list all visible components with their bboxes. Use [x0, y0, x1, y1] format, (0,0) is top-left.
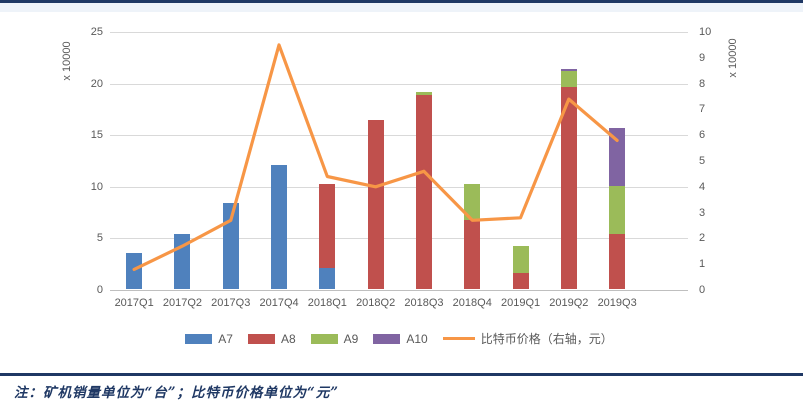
- left-axis-tick-label: 5: [96, 232, 103, 245]
- bar-segment-A9: [560, 71, 577, 87]
- x-axis-label: 2018Q4: [452, 297, 492, 309]
- left-axis-tick-label: 25: [90, 26, 103, 38]
- x-axis-label: 2017Q1: [114, 297, 154, 309]
- right-axis-tick-label: 1: [699, 258, 706, 271]
- bar-2019Q2: [560, 69, 577, 289]
- bar-segment-A10: [609, 128, 626, 186]
- left-axis-unit-label: x 10000: [61, 41, 73, 81]
- right-axis-tick-label: 5: [699, 155, 706, 167]
- legend-label: A7: [218, 331, 233, 346]
- top-border-tint: [0, 3, 803, 12]
- legend-swatch: [310, 333, 338, 344]
- btc-price-line: [132, 43, 619, 271]
- right-axis-tick-label: 7: [699, 103, 706, 116]
- bar-segment-A9: [415, 91, 432, 95]
- x-axis-label: 2019Q3: [597, 297, 637, 309]
- right-axis-tick-label: 3: [699, 206, 706, 219]
- legend-item-A8: A8: [247, 331, 296, 346]
- gridline: [110, 186, 688, 188]
- legend-label: A10: [406, 331, 428, 346]
- left-axis-tick-label: 20: [90, 77, 103, 90]
- x-axis-label: 2018Q2: [356, 297, 396, 309]
- x-axis-label: 2017Q4: [259, 297, 299, 309]
- bar-segment-A9: [609, 185, 626, 235]
- x-axis-label: 2018Q1: [307, 297, 347, 309]
- legend-label: 比特币价格（右轴，元）: [480, 332, 613, 346]
- bar-segment-A7: [319, 268, 336, 289]
- bar-2018Q2: [367, 119, 384, 289]
- bar-segment-A8: [512, 272, 529, 289]
- legend-swatch: [247, 333, 275, 344]
- bar-2018Q3: [415, 91, 432, 289]
- bar-segment-A8: [367, 119, 384, 289]
- bar-2018Q4: [464, 183, 481, 289]
- left-axis-tick-label: 0: [96, 284, 103, 296]
- legend-item-btc-price: 比特币价格（右轴，元）: [442, 330, 613, 347]
- legend-swatch: [442, 337, 475, 340]
- top-border-rule: [0, 0, 803, 3]
- legend-label: A8: [280, 331, 296, 346]
- x-axis-label: 2019Q1: [500, 297, 541, 309]
- gridline: [110, 83, 688, 85]
- bar-segment-A9: [512, 245, 529, 273]
- bar-segment-A8: [464, 219, 481, 289]
- left-axis-tick-label: 15: [90, 129, 103, 142]
- bar-segment-A7: [271, 165, 288, 289]
- bar-2017Q3: [222, 203, 239, 289]
- bar-segment-A10: [560, 69, 577, 72]
- right-axis-tick-label: 10: [699, 26, 712, 38]
- bar-2017Q4: [271, 165, 288, 289]
- x-axis-label: 2017Q2: [162, 297, 203, 309]
- legend-item-A7: A7: [185, 332, 233, 346]
- footnote-divider-rule: [0, 373, 803, 376]
- bar-segment-A8: [609, 234, 626, 289]
- x-axis-line: [110, 290, 688, 291]
- gridline: [110, 135, 688, 137]
- legend-item-A9: A9: [310, 331, 359, 346]
- bar-2019Q3: [609, 128, 626, 289]
- x-axis-label: 2017Q3: [211, 297, 251, 309]
- right-axis-tick-label: 6: [699, 129, 706, 142]
- plot-area: [110, 32, 688, 291]
- footnote-text: 注：矿机销量单位为“台”；比特币价格单位为“元”: [14, 385, 340, 401]
- btc-price-polyline: [132, 43, 619, 271]
- right-axis-tick-label: 9: [699, 51, 706, 64]
- bar-segment-A9: [464, 183, 481, 220]
- bar-segment-A7: [222, 203, 239, 289]
- right-axis-tick-label: 0: [699, 284, 706, 296]
- chart-legend: A7 A8 A9 A10 比特币价格（右轴，元）: [110, 330, 688, 347]
- legend-swatch: [373, 333, 401, 344]
- legend-label: A9: [343, 331, 359, 346]
- bar-segment-A8: [560, 86, 577, 289]
- bar-2019Q1: [512, 245, 529, 289]
- gridline: [110, 32, 688, 33]
- bar-2018Q1: [319, 183, 336, 289]
- right-axis-tick-label: 8: [699, 77, 706, 90]
- legend-swatch: [185, 333, 213, 344]
- right-axis-tick-label: 2: [699, 232, 706, 245]
- x-axis-label: 2019Q2: [549, 297, 589, 309]
- legend-item-A10: A10: [373, 331, 428, 346]
- x-axis-label: 2018Q3: [404, 297, 444, 309]
- bar-segment-A8: [319, 183, 336, 269]
- left-axis-tick-label: 10: [90, 180, 103, 193]
- gridline: [110, 238, 688, 240]
- right-axis-tick-label: 4: [699, 180, 706, 193]
- bar-segment-A8: [415, 94, 432, 289]
